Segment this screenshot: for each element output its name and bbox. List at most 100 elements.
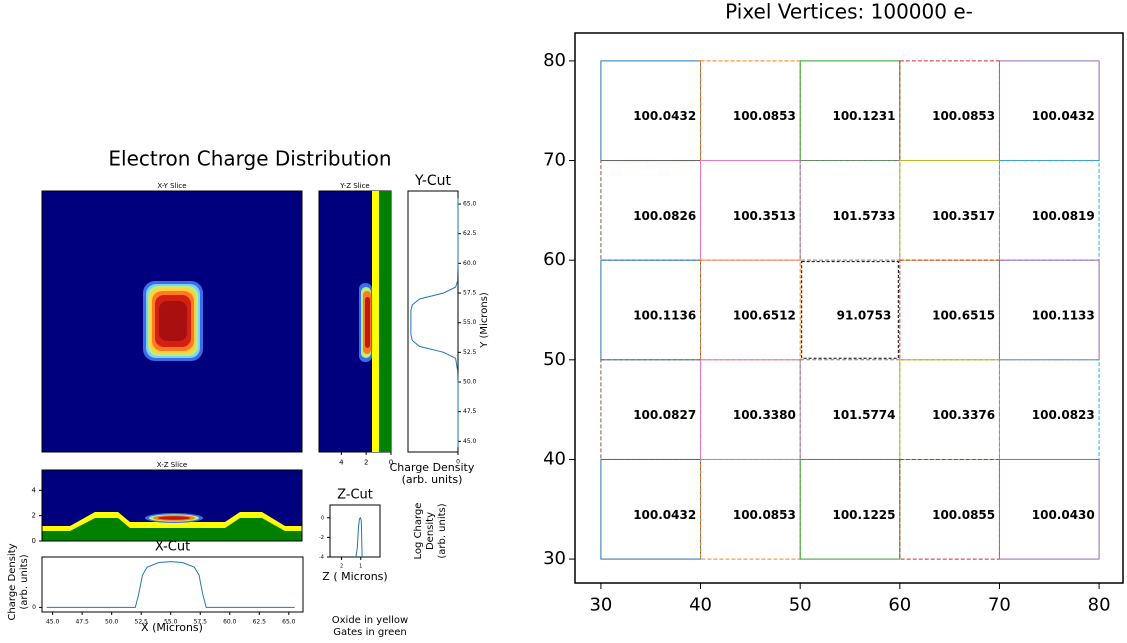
cell-value: 101.5733 <box>832 209 895 223</box>
chart-title: X-Cut <box>155 540 190 555</box>
pixel-outline <box>899 458 1000 560</box>
axes-frame <box>41 556 304 613</box>
y-tick-label: 2 <box>32 512 36 520</box>
axis-label: X (Microns) <box>141 621 203 634</box>
cell-value: 100.0432 <box>1032 109 1095 123</box>
pixel-outline <box>799 160 901 261</box>
y-tick-label: 30 <box>543 548 566 569</box>
y-tick-label: 62.5 <box>463 230 477 237</box>
y-tick-label: 4 <box>32 486 37 494</box>
axis-label: (arb. units) <box>437 503 448 558</box>
x-tick-label: 0 <box>389 459 393 467</box>
y-tick-label: 0 <box>32 537 36 545</box>
y-tick-label: -4 <box>319 555 324 561</box>
y-tick-label: 55.0 <box>463 319 477 326</box>
cell-value: 100.3513 <box>733 209 796 223</box>
x-tick-label: 80 <box>1088 594 1111 615</box>
y-tick-label: 65.0 <box>463 201 477 208</box>
y-tick-label: 50 <box>543 349 566 370</box>
axes-frame <box>574 32 1124 584</box>
x-tick-label: 52.5 <box>135 618 149 625</box>
y-tick-label: 80 <box>543 50 566 71</box>
cell-value: 100.0819 <box>1032 209 1095 223</box>
chart-title: X-Y Slice <box>157 182 186 190</box>
x-tick-label: 2 <box>364 459 368 467</box>
axes-frame <box>407 190 459 453</box>
y-tick-label: 0 <box>321 515 324 521</box>
cell-value: 100.0432 <box>633 109 696 123</box>
cell-value: 100.1136 <box>633 308 696 322</box>
y-tick-label: 47.5 <box>463 408 477 415</box>
axis-label: Y (Microns) <box>479 292 490 349</box>
note: Gates in green <box>333 627 407 638</box>
x-tick-label: 50.0 <box>105 618 119 625</box>
xy-slice-image <box>41 190 303 453</box>
cell-value: 100.3376 <box>932 408 995 422</box>
pixel-outline <box>801 261 899 359</box>
x-tick-label: 0 <box>456 458 460 465</box>
chart-title: Y-Cut <box>414 173 452 189</box>
x-tick-label: 65.0 <box>282 618 296 625</box>
x-tick-label: 2 <box>340 564 343 570</box>
x-tick-label: 30 <box>589 594 612 615</box>
cell-value: 100.0853 <box>733 109 796 123</box>
cell-value: 100.1231 <box>832 109 895 123</box>
y-tick-label: -2 <box>319 535 324 541</box>
line <box>410 198 459 448</box>
x-tick-label: 45.0 <box>46 618 60 625</box>
y-tick-label: 57.5 <box>463 290 477 297</box>
cell-value: 100.0430 <box>1032 508 1095 522</box>
axis-label: (arb. units) <box>19 554 30 609</box>
chart-title: Z-Cut <box>337 488 373 503</box>
y-tick-label: 52.5 <box>463 349 477 356</box>
cell-value: 100.6512 <box>733 308 796 322</box>
x-tick-label: 4 <box>339 459 344 467</box>
chart-title: Pixel Vertices: 100000 e- <box>725 0 973 24</box>
cell-value: 100.0853 <box>733 508 796 522</box>
cell-value: 100.0853 <box>932 109 995 123</box>
note: Oxide in yellow <box>332 615 408 626</box>
axis-label: Density <box>425 512 436 550</box>
cell-value: 100.3517 <box>932 209 995 223</box>
cell-value: 100.0855 <box>932 508 995 522</box>
axes-frame <box>329 504 381 558</box>
x-tick-label: 60.0 <box>223 618 237 625</box>
cell-value: 100.1133 <box>1032 308 1095 322</box>
axis-label: Charge Density <box>390 461 475 474</box>
line <box>46 561 295 608</box>
x-tick-label: 55.0 <box>164 618 178 625</box>
cell-value: 101.5774 <box>832 408 895 422</box>
cell-value: 100.0827 <box>633 408 696 422</box>
cell-value: 100.1225 <box>832 508 895 522</box>
line <box>355 516 363 558</box>
axis-label: (arb. units) <box>402 473 463 486</box>
x-tick-label: 1 <box>359 564 362 570</box>
pixel-outline <box>998 458 1100 560</box>
axis-label: Z ( Microns) <box>322 570 387 583</box>
x-tick-label: 70 <box>988 594 1011 615</box>
y-tick-label: 60.0 <box>463 260 477 267</box>
axis-label: Charge Density <box>7 543 18 620</box>
y-tick-label: 40 <box>543 448 566 469</box>
y-tick-label: 45.0 <box>463 438 477 445</box>
chart-title: Y-Z Slice <box>339 182 369 190</box>
cell-value: 100.0826 <box>633 209 696 223</box>
figure-title: Electron Charge Distribution <box>108 147 391 171</box>
pixel-outline <box>700 458 801 560</box>
y-tick-label: 60 <box>543 249 566 270</box>
yz-slice-image <box>318 190 392 453</box>
cell-value: 100.0823 <box>1032 408 1095 422</box>
cell-value: 91.0753 <box>837 308 892 322</box>
x-tick-label: 62.5 <box>253 618 267 625</box>
y-tick-label: 70 <box>543 150 566 171</box>
axis-label: Log Charge <box>413 503 424 560</box>
cell-value: 100.0432 <box>633 508 696 522</box>
x-tick-label: 60 <box>888 594 911 615</box>
x-tick-label: 40 <box>689 594 712 615</box>
x-tick-label: 50 <box>789 594 812 615</box>
xz-slice-image <box>41 469 303 542</box>
x-tick-label: 47.5 <box>75 618 89 625</box>
cell-value: 100.6515 <box>932 308 995 322</box>
x-tick-label: 57.5 <box>194 618 208 625</box>
